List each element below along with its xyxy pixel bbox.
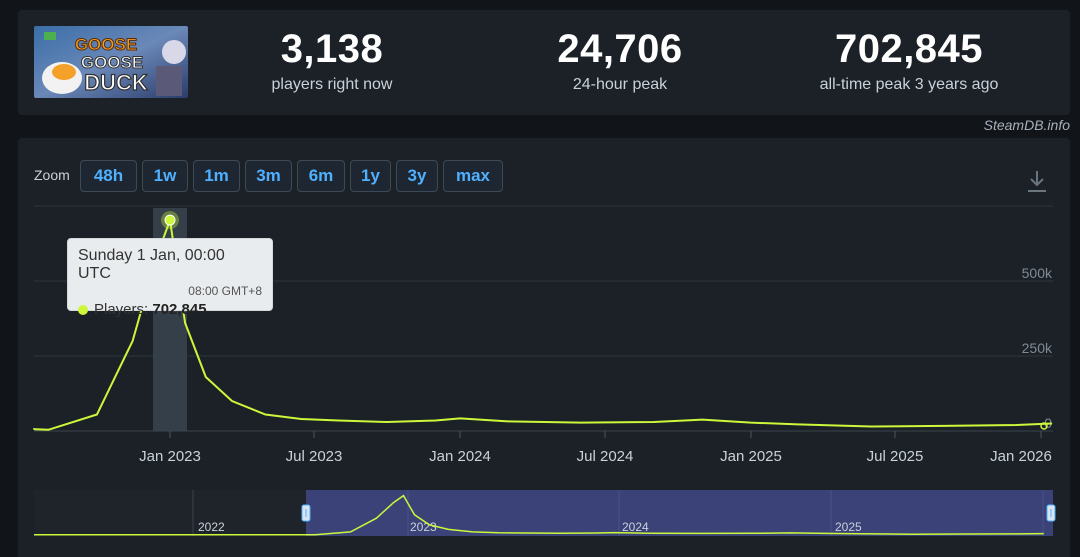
logo-text-2: GOOSE: [81, 53, 143, 72]
zoom-label: Zoom: [34, 167, 70, 183]
tooltip-value: 702,845: [152, 301, 207, 318]
zoom-3m-button[interactable]: 3m: [245, 160, 292, 192]
x-tick-jan-2026: Jan 2026: [990, 448, 1052, 465]
zoom-1y-button[interactable]: 1y: [350, 160, 391, 192]
steamdb-credit[interactable]: SteamDB.info: [983, 117, 1070, 133]
zoom-1w-button[interactable]: 1w: [142, 160, 188, 192]
player-chart[interactable]: 500k 250k 0 Jan 2023 Jul 2023 Jan 2024 J…: [18, 138, 1070, 557]
current-players-value: 3,138: [280, 27, 384, 71]
all-time-peak-label: all-time peak 3 years ago: [819, 76, 999, 93]
all-time-peak-value: 702,845: [834, 27, 984, 71]
series-line-players: [33, 219, 1053, 431]
y-tick-250k: 250k: [1022, 340, 1053, 356]
zoom-3y-button[interactable]: 3y: [396, 160, 438, 192]
y-tick-500k: 500k: [1022, 265, 1053, 281]
stats-bar: GOOSE GOOSE DUCK 3,138 players right now…: [18, 10, 1070, 115]
game-logo[interactable]: GOOSE GOOSE DUCK: [34, 26, 188, 98]
x-tick-jul-2023: Jul 2023: [286, 448, 343, 465]
series-color-dot: [78, 305, 88, 315]
x-tick-jan-2023: Jan 2023: [139, 448, 201, 465]
stat-24h-peak: 24,706 24-hour peak: [470, 26, 770, 94]
x-tick-jan-2024: Jan 2024: [429, 448, 491, 465]
tooltip-local-time: 08:00 GMT+8: [188, 284, 262, 298]
zoom-6m-button[interactable]: 6m: [297, 160, 345, 192]
chart-card: Zoom 48h 1w 1m 3m 6m 1y 3y max 500k 250k…: [18, 138, 1070, 557]
x-tick-jul-2025: Jul 2025: [867, 448, 924, 465]
current-marker: [1040, 422, 1048, 430]
navigator-selection[interactable]: [306, 490, 1053, 536]
stat-all-time-peak: 702,845 all-time peak 3 years ago: [759, 26, 1059, 94]
chart-tooltip: Sunday 1 Jan, 00:00 UTC 08:00 GMT+8 Play…: [67, 238, 273, 318]
tooltip-series-row: Players: 702,845: [78, 301, 262, 318]
logo-text-1: GOOSE: [75, 35, 137, 54]
day-peak-label: 24-hour peak: [572, 76, 668, 93]
navigator-label-2022: 2022: [198, 520, 225, 534]
x-tick-jan-2025: Jan 2025: [720, 448, 782, 465]
game-logo-art: GOOSE GOOSE DUCK: [34, 26, 188, 98]
zoom-1m-button[interactable]: 1m: [193, 160, 240, 192]
current-players-label: players right now: [271, 76, 393, 93]
navigator[interactable]: 2022 2023 2024 2025: [34, 490, 1056, 536]
navigator-label-2023: 2023: [410, 520, 437, 534]
logo-text-3: DUCK: [84, 70, 148, 95]
tooltip-date: Sunday 1 Jan, 00:00 UTC: [78, 247, 225, 282]
navigator-label-2025: 2025: [835, 520, 862, 534]
navigator-series-line: [34, 494, 1044, 536]
download-icon[interactable]: [1025, 168, 1049, 194]
navigator-label-2024: 2024: [622, 520, 649, 534]
zoom-max-button[interactable]: max: [443, 160, 503, 192]
peak-marker[interactable]: [164, 214, 176, 226]
zoom-48h-button[interactable]: 48h: [80, 160, 137, 192]
tooltip-series-label: Players:: [94, 301, 153, 318]
day-peak-value: 24,706: [557, 27, 683, 71]
stat-current: 3,138 players right now: [182, 26, 482, 94]
x-tick-jul-2024: Jul 2024: [577, 448, 634, 465]
